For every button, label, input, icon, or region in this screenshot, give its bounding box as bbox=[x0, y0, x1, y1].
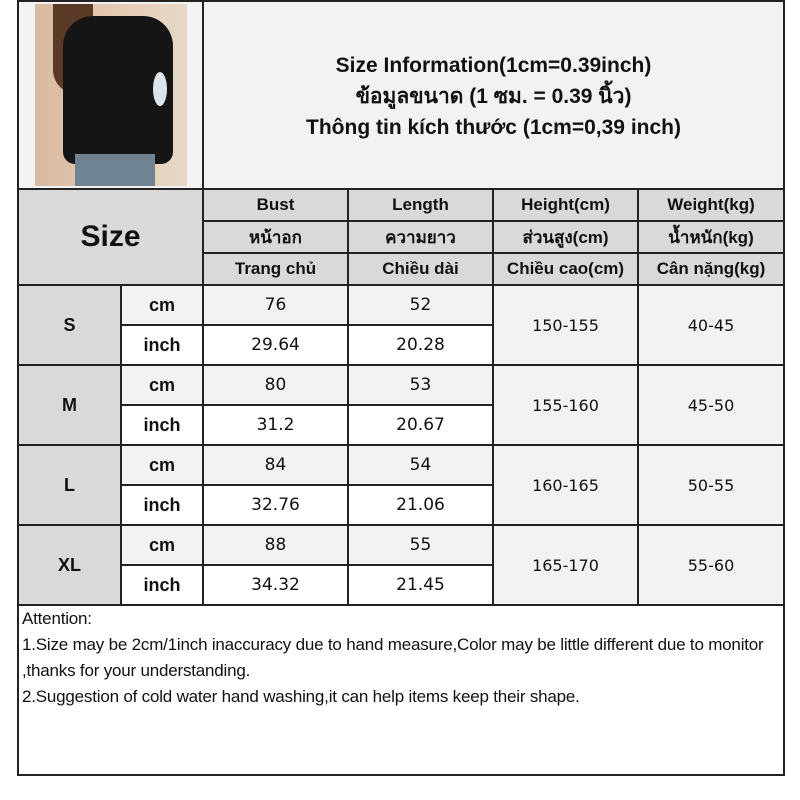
length-value: 21.45 bbox=[347, 564, 494, 606]
col-header-en: Height(cm) bbox=[492, 188, 639, 222]
size-row-m-inch: inch 31.2 20.67 bbox=[18, 404, 784, 446]
unit-label: inch bbox=[120, 324, 204, 366]
size-row-l-inch: inch 32.76 21.06 bbox=[18, 484, 784, 526]
bust-value: 32.76 bbox=[202, 484, 349, 526]
attention-note-2: 2.Suggestion of cold water hand washing,… bbox=[22, 687, 580, 706]
weight-range: 45-50 bbox=[636, 364, 786, 446]
size-chart-table: Size Information(1cm=0.39inch) ข้อมูลขนา… bbox=[16, 0, 786, 776]
attention-heading: Attention: bbox=[22, 609, 92, 628]
unit-label: cm bbox=[120, 524, 204, 566]
size-row-xl-inch: inch 34.32 21.45 bbox=[18, 564, 784, 606]
attention-note-1: 1.Size may be 2cm/1inch inaccuracy due t… bbox=[22, 635, 764, 680]
title-th: ข้อมูลขนาด (1 ซม. = 0.39 นิ้ว) bbox=[355, 85, 632, 108]
bust-value: 88 bbox=[202, 524, 349, 566]
bust-value: 76 bbox=[202, 284, 349, 326]
col-header-en: Weight(kg) bbox=[636, 188, 786, 222]
bust-value: 80 bbox=[202, 364, 349, 406]
attention-notes: Attention: 1.Size may be 2cm/1inch inacc… bbox=[16, 604, 786, 776]
product-photo-cell bbox=[17, 0, 204, 190]
length-value: 21.06 bbox=[347, 484, 494, 526]
length-value: 20.28 bbox=[347, 324, 494, 366]
unit-label: cm bbox=[120, 364, 204, 406]
title-vi: Thông tin kích thước (1cm=0,39 inch) bbox=[306, 116, 681, 139]
title-en: Size Information(1cm=0.39inch) bbox=[335, 54, 652, 77]
product-photo bbox=[34, 4, 187, 186]
bust-value: 34.32 bbox=[202, 564, 349, 606]
col-header-vi: Cân nặng(kg) bbox=[636, 252, 786, 286]
bust-value: 31.2 bbox=[202, 404, 349, 446]
height-range: 160-165 bbox=[492, 444, 639, 526]
size-label: S bbox=[17, 284, 122, 366]
col-header-en: Bust bbox=[202, 188, 349, 222]
col-header-en: Length bbox=[347, 188, 494, 222]
weight-range: 40-45 bbox=[636, 284, 786, 366]
col-header-th: ส่วนสูง(cm) bbox=[492, 220, 639, 254]
bust-value: 29.64 bbox=[202, 324, 349, 366]
length-value: 20.67 bbox=[347, 404, 494, 446]
size-row-s-inch: inch 29.64 20.28 bbox=[18, 324, 784, 366]
size-label: XL bbox=[17, 524, 122, 606]
size-label: L bbox=[17, 444, 122, 526]
col-header-th: หน้าอก bbox=[202, 220, 349, 254]
unit-label: cm bbox=[120, 444, 204, 486]
unit-label: cm bbox=[120, 284, 204, 326]
col-header-th: น้ำหนัก(kg) bbox=[636, 220, 786, 254]
height-range: 155-160 bbox=[492, 364, 639, 446]
unit-label: inch bbox=[120, 404, 204, 446]
size-info-title: Size Information(1cm=0.39inch) ข้อมูลขนา… bbox=[201, 0, 786, 190]
bust-value: 84 bbox=[202, 444, 349, 486]
size-header: Size bbox=[17, 188, 204, 286]
unit-label: inch bbox=[120, 564, 204, 606]
height-range: 150-155 bbox=[492, 284, 639, 366]
height-range: 165-170 bbox=[492, 524, 639, 606]
col-header-vi: Chiều cao(cm) bbox=[492, 252, 639, 286]
length-value: 55 bbox=[347, 524, 494, 566]
weight-range: 55-60 bbox=[636, 524, 786, 606]
length-value: 54 bbox=[347, 444, 494, 486]
col-header-vi: Chiều dài bbox=[347, 252, 494, 286]
length-value: 53 bbox=[347, 364, 494, 406]
unit-label: inch bbox=[120, 484, 204, 526]
col-header-vi: Trang chủ bbox=[202, 252, 349, 286]
size-row-xl-cm: XL cm 88 55 165-170 55-60 bbox=[17, 524, 786, 606]
length-value: 52 bbox=[347, 284, 494, 326]
weight-range: 50-55 bbox=[636, 444, 786, 526]
size-label: M bbox=[17, 364, 122, 446]
col-header-th: ความยาว bbox=[347, 220, 494, 254]
